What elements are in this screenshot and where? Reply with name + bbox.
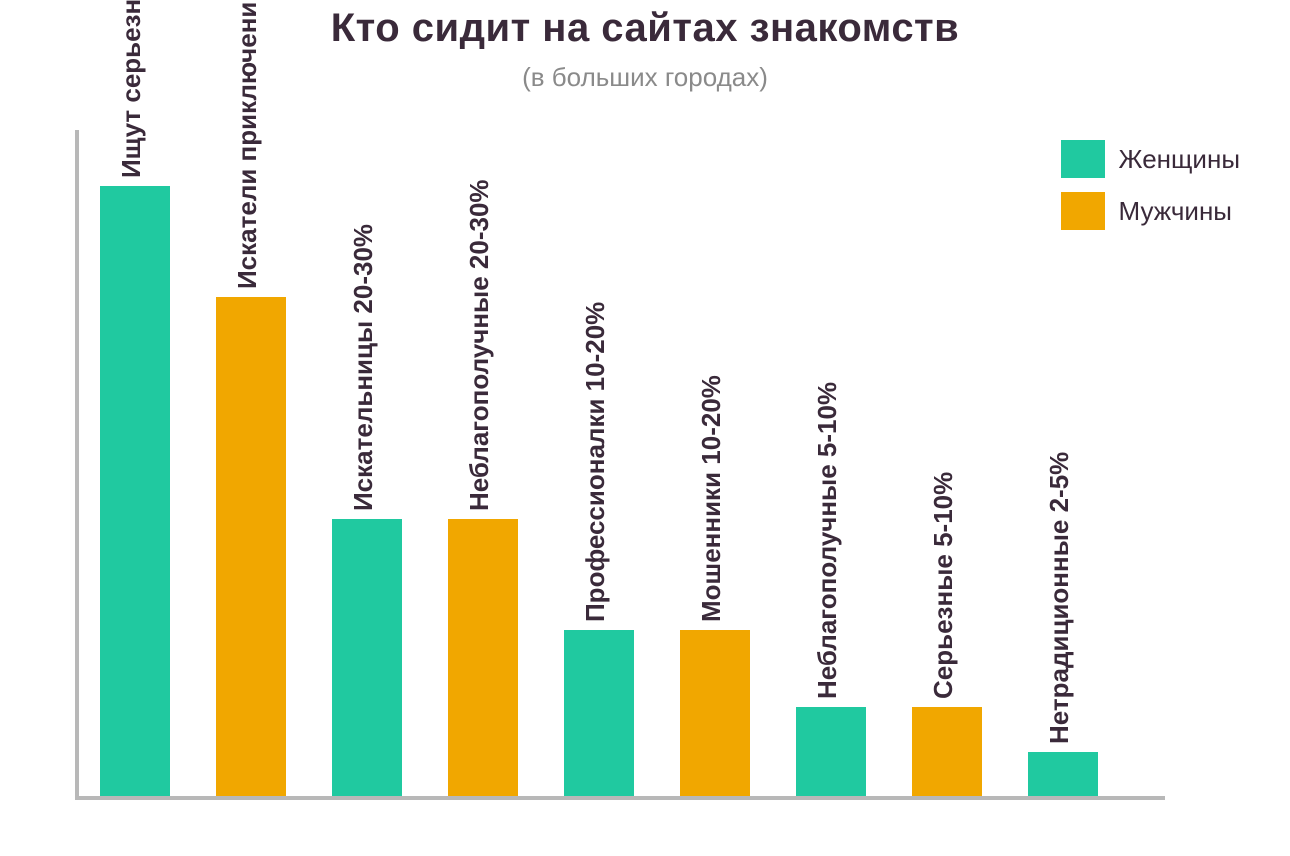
chart-subtitle: (в больших городах) [0,62,1290,93]
x-axis [75,796,1165,800]
bar-label: Искатели приключений 40-50% [232,0,263,289]
chart-title: Кто сидит на сайтах знакомств [0,6,1290,51]
chart-container: Кто сидит на сайтах знакомств (в больших… [0,0,1290,856]
bar: Нетрадиционные 2-5% [1028,752,1098,796]
bar-slot: Неблагополучные 20-30% [448,130,518,796]
bar-label: Профессионалки 10-20% [580,301,611,621]
bar-label: Мошенники 10-20% [696,375,727,622]
bar-slot: Искатели приключений 40-50% [216,130,286,796]
bar-label: Нетрадиционные 2-5% [1044,451,1075,743]
bar: Профессионалки 10-20% [564,630,634,797]
bar: Ищут серьезные отношения 50-60% [100,186,170,797]
bar-slot: Ищут серьезные отношения 50-60% [100,130,170,796]
bar-slot: Серьезные 5-10% [912,130,982,796]
bar-slot: Искательницы 20-30% [332,130,402,796]
bars: Ищут серьезные отношения 50-60% Искатели… [100,130,1175,796]
bar: Мошенники 10-20% [680,630,750,797]
plot-area: Ищут серьезные отношения 50-60% Искатели… [75,130,1175,820]
bar-slot: Неблагополучные 5-10% [796,130,866,796]
bar-label: Серьезные 5-10% [928,472,959,699]
bar: Неблагополучные 5-10% [796,707,866,796]
bar-label: Ищут серьезные отношения 50-60% [116,0,147,178]
bar: Искатели приключений 40-50% [216,297,286,797]
bar: Серьезные 5-10% [912,707,982,796]
bar-label: Искательницы 20-30% [348,223,379,510]
bar-label: Неблагополучные 20-30% [464,179,495,511]
y-axis [75,130,79,800]
bar-slot: Нетрадиционные 2-5% [1028,130,1098,796]
bar: Неблагополучные 20-30% [448,519,518,797]
bar-label: Неблагополучные 5-10% [812,382,843,699]
bar: Искательницы 20-30% [332,519,402,797]
bar-slot: Профессионалки 10-20% [564,130,634,796]
bar-slot: Мошенники 10-20% [680,130,750,796]
